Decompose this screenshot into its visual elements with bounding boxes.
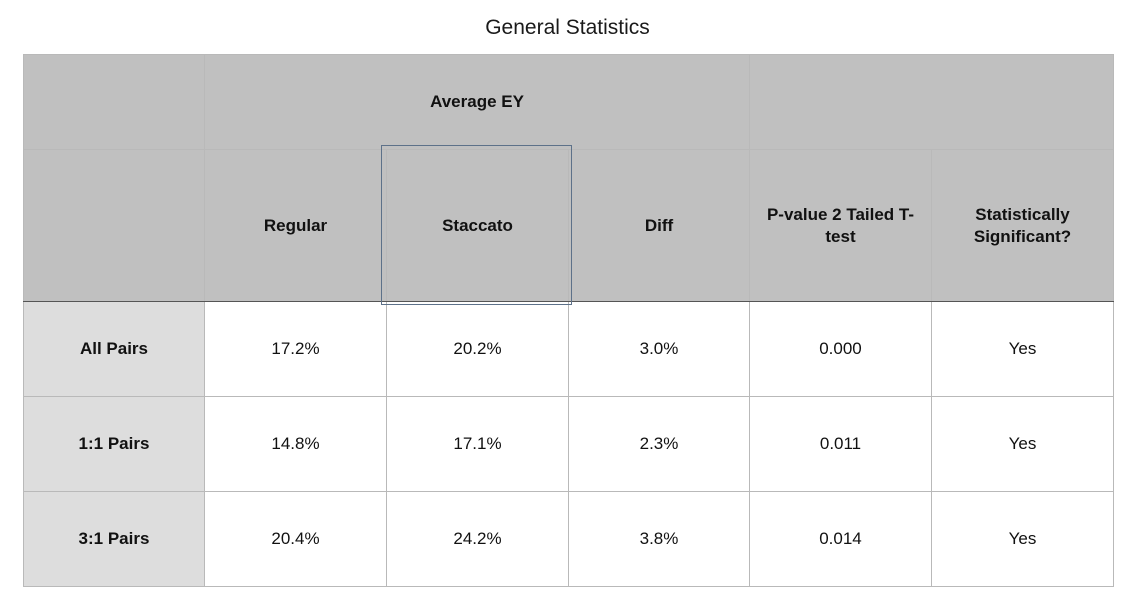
table-cell[interactable]: 14.8% <box>204 396 387 492</box>
table-cell[interactable]: 17.1% <box>386 396 569 492</box>
table-cell[interactable]: 20.4% <box>204 491 387 587</box>
table-cell[interactable]: 0.014 <box>749 491 932 587</box>
table-cell[interactable]: 20.2% <box>386 301 569 397</box>
table-cell[interactable]: 3.8% <box>568 491 750 587</box>
corner-header-cell-lower[interactable] <box>23 149 205 302</box>
group-header-empty[interactable] <box>749 54 1114 150</box>
row-label-1-1-pairs[interactable]: 1:1 Pairs <box>23 396 205 492</box>
table-cell[interactable]: 0.000 <box>749 301 932 397</box>
column-header-p-value[interactable]: P-value 2 Tailed T-test <box>749 149 932 302</box>
column-header-staccato[interactable]: Staccato <box>386 149 569 302</box>
table-cell[interactable]: Yes <box>931 301 1114 397</box>
header-row-columns: Regular Staccato Diff P-value 2 Tailed T… <box>23 149 1114 302</box>
table-row: All Pairs 17.2% 20.2% 3.0% 0.000 Yes <box>23 301 1114 397</box>
column-header-regular[interactable]: Regular <box>204 149 387 302</box>
table-cell[interactable]: Yes <box>931 491 1114 587</box>
table-cell[interactable]: 17.2% <box>204 301 387 397</box>
header-row-group: Average EY <box>23 54 1114 150</box>
table-cell[interactable]: 0.011 <box>749 396 932 492</box>
column-header-diff[interactable]: Diff <box>568 149 750 302</box>
p-value-header-text: P-value 2 Tailed T-test <box>766 204 915 246</box>
row-label-all-pairs[interactable]: All Pairs <box>23 301 205 397</box>
table-cell[interactable]: Yes <box>931 396 1114 492</box>
corner-header-cell[interactable] <box>23 54 205 150</box>
row-label-3-1-pairs[interactable]: 3:1 Pairs <box>23 491 205 587</box>
table-cell[interactable]: 2.3% <box>568 396 750 492</box>
statistics-table: Average EY Regular Staccato Diff P-value… <box>23 54 1114 587</box>
column-header-significant[interactable]: Statistically Significant? <box>931 149 1114 302</box>
group-header-average-ey[interactable]: Average EY <box>204 54 750 150</box>
table-row: 3:1 Pairs 20.4% 24.2% 3.8% 0.014 Yes <box>23 491 1114 587</box>
table-cell[interactable]: 24.2% <box>386 491 569 587</box>
significant-header-text: Statistically Significant? <box>973 204 1072 246</box>
table-row: 1:1 Pairs 14.8% 17.1% 2.3% 0.011 Yes <box>23 396 1114 492</box>
chart-title: General Statistics <box>485 16 650 39</box>
table-cell[interactable]: 3.0% <box>568 301 750 397</box>
